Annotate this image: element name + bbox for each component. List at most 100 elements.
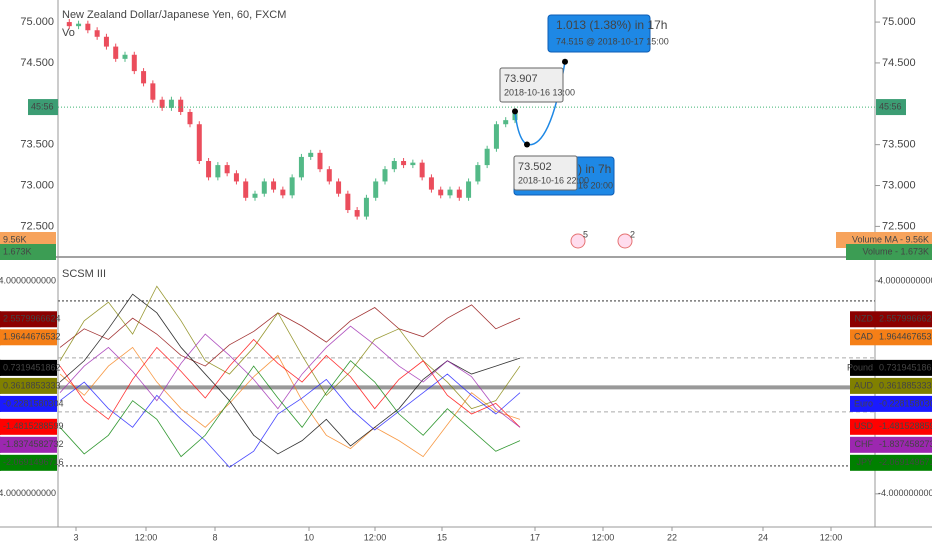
chart-title: New Zealand Dollar/Japanese Yen, 60, FXC… [62,9,286,21]
x-tick-label: 12:00 [592,532,615,542]
value-right-bg [876,329,932,346]
candle-body [354,210,360,217]
candle-body [103,36,109,47]
forecast-point [562,58,568,65]
candle-body [187,111,193,125]
value-left-bg [0,359,57,376]
value-right: 0.3618853333 [879,380,932,390]
series-name: Pound [847,362,873,372]
value-right-bg [876,436,932,453]
value-left-bg [0,377,57,394]
target-label: 1.013 (1.38%) in 17h [556,18,667,32]
candle-body [243,181,249,198]
candle-body [141,71,147,84]
candle-body [113,46,119,59]
value-left-bg [0,418,57,435]
series-line [59,346,521,458]
point-value: 73.907 [504,73,538,85]
candle-body [326,169,332,182]
value-right-bg [876,311,932,328]
candle-body [150,83,156,100]
series-name-bg [850,436,876,453]
value-left-bg [0,454,57,471]
value-left: 2.5579966624 [3,314,61,324]
point-value: 73.502 [518,161,552,173]
candle-body [475,165,481,182]
candle-body [456,189,462,198]
value-left-bg [0,311,57,328]
value-left: -1.8374582732 [3,439,64,449]
indicator-title: SCSM III [62,268,106,280]
x-tick-label: 12:00 [135,532,158,542]
candle-body [178,99,184,112]
candle-body [447,189,453,196]
candle-body [196,124,202,162]
value-left-bg [0,329,57,346]
x-tick-label: 12:00 [364,532,387,542]
countdown-right-bg [876,99,906,116]
value-right-bg [876,359,932,376]
x-tick-label: 24 [758,532,768,542]
y-tick-label: -4.0000000000 [878,488,932,498]
value-left: -2.0691496716 [3,457,64,467]
value-left: 1.9644676532 [3,332,61,342]
event-icon [570,233,586,249]
value-right: 0.7319451862 [879,362,932,372]
series-name: AUD [854,380,874,390]
y-tick-label: 73.500 [882,139,916,151]
candle-body [410,162,416,166]
series-line [59,373,521,468]
series-line [59,325,521,428]
volume-ma-left: 9.56K [3,234,27,244]
series-line [59,360,521,458]
hidden-label: ) in 7h [578,162,611,176]
candle-body [428,177,434,190]
series-name-bg [850,311,876,328]
point-box [499,67,564,103]
candle-body [66,22,72,27]
candle-body [401,161,407,166]
value-right: -2.0691496716 [879,457,932,467]
point-date: 2018-10-16 13:00 [504,87,575,97]
series-name-bg [850,395,876,412]
candle-body [94,30,100,37]
value-right: 2.5579966624 [879,314,932,324]
candle-body [308,152,314,157]
forecast-point [524,141,530,148]
series-line [59,304,521,367]
candle-body [280,189,286,196]
x-tick-label: 8 [212,532,217,542]
series-name: CAD [854,332,874,342]
x-tick-label: 3 [73,532,78,542]
target-box [547,14,651,53]
series-name-bg [850,329,876,346]
y-tick-label: 72.500 [882,220,916,232]
volume-ma-right: Volume MA - 9.56K [852,234,929,244]
candle-body [233,173,239,182]
series-name: CHF [855,439,874,449]
candle-body [168,99,174,108]
candle-body [336,181,342,194]
candle-body [252,193,258,198]
countdown-left-bg [28,99,58,116]
value-left: 0.7319451862 [3,362,61,372]
x-tick-label: 15 [437,532,447,542]
point-box [513,155,578,191]
y-tick-label-left: 73.000 [20,179,54,191]
countdown-left: 45:56 [31,101,54,111]
candle-body [493,124,499,149]
target-detail: 74.515 @ 2018-10-17 15:00 [556,36,669,46]
candle-body [484,148,490,166]
event-count: 2 [630,229,635,239]
series-name-bg [850,418,876,435]
volume-legend: Vo [62,27,75,39]
x-tick-label: 17 [530,532,540,542]
candle-body [289,177,295,196]
volume-right: Volume - 1.673K [862,246,929,256]
candle-body [391,161,397,170]
candle-body [363,197,369,217]
candle-body [466,181,472,198]
point-date: 2018-10-16 22:00 [518,175,589,185]
